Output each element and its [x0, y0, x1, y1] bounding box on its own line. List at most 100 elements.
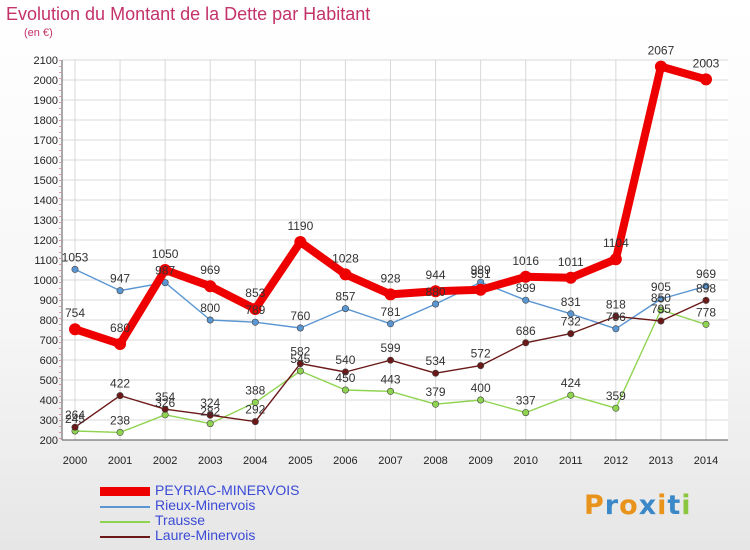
data-point: [339, 268, 352, 281]
data-label: 969: [200, 263, 220, 277]
logo-letter: o: [619, 490, 639, 521]
chart-title: Evolution du Montant de la Dette par Hab…: [6, 4, 371, 24]
legend-item: Rieux-Minervois: [100, 497, 360, 515]
data-point: [702, 282, 710, 290]
data-point: [296, 360, 304, 368]
data-label: 2003: [693, 56, 720, 70]
data-point: [206, 420, 214, 428]
data-label: 337: [516, 394, 536, 408]
x-tick-label: 2011: [559, 455, 583, 467]
data-label: 732: [561, 315, 581, 329]
y-axis-unit-label: (en €): [24, 27, 53, 39]
data-point: [159, 264, 172, 276]
data-label: 818: [606, 297, 626, 311]
data-label: 899: [516, 281, 536, 295]
data-point: [204, 280, 217, 293]
data-point: [71, 265, 79, 273]
data-point: [296, 367, 304, 375]
data-point: [567, 330, 575, 338]
x-tick-label: 2010: [513, 455, 537, 467]
data-point: [294, 236, 307, 248]
data-label: 324: [200, 396, 220, 410]
data-point: [249, 303, 262, 315]
data-label: 354: [155, 390, 175, 404]
data-point: [609, 253, 622, 266]
data-point: [564, 271, 577, 284]
x-tick-label: 2007: [378, 455, 402, 467]
logo-letter: t: [667, 490, 682, 521]
data-label: 989: [471, 263, 491, 277]
data-point: [161, 405, 169, 413]
data-point: [206, 411, 214, 419]
data-label: 545: [290, 352, 310, 366]
data-point: [702, 320, 710, 328]
logo-letter: P: [584, 490, 605, 521]
data-point: [116, 428, 124, 436]
data-point: [384, 288, 397, 301]
data-point: [251, 398, 259, 406]
data-point: [700, 73, 712, 86]
data-label: 800: [200, 301, 220, 315]
data-label: 686: [516, 324, 536, 338]
data-label: 424: [561, 376, 581, 390]
data-point: [657, 317, 665, 325]
data-label: 1011: [558, 255, 584, 269]
data-label: 1104: [603, 236, 629, 250]
x-tick-label: 2012: [604, 455, 628, 467]
data-label: 264: [65, 408, 85, 422]
x-tick-label: 2001: [108, 455, 132, 467]
legend-item: Laure-Minervois: [100, 527, 360, 545]
data-point: [341, 368, 349, 376]
data-point: [612, 312, 620, 320]
data-label: 969: [696, 267, 716, 281]
data-label: 905: [651, 280, 671, 294]
y-tick-label: 2100: [34, 55, 58, 67]
y-tick-label: 1800: [34, 115, 58, 127]
data-label: 898: [696, 281, 716, 295]
data-label: 379: [426, 385, 446, 399]
data-label: 326: [155, 396, 175, 410]
legend-swatch: [100, 536, 150, 538]
data-label: 831: [561, 295, 581, 309]
data-point: [386, 320, 394, 328]
data-point: [567, 391, 575, 399]
data-point: [474, 283, 487, 296]
x-tick-label: 2003: [198, 455, 222, 467]
y-tick-label: 1100: [34, 255, 58, 267]
data-point: [522, 409, 530, 417]
data-point: [386, 387, 394, 395]
data-label: 789: [245, 303, 265, 317]
data-point: [341, 305, 349, 313]
data-label: 582: [290, 345, 310, 359]
data-point: [519, 270, 532, 283]
data-label: 282: [200, 405, 220, 419]
y-tick-label: 1700: [34, 135, 58, 147]
data-point: [116, 287, 124, 295]
data-label: 599: [380, 341, 400, 355]
data-point: [654, 60, 667, 73]
data-label: 1028: [332, 251, 359, 265]
data-point: [386, 356, 394, 364]
data-label: 951: [471, 267, 491, 281]
data-point: [522, 339, 530, 347]
data-point: [567, 310, 575, 318]
data-point: [432, 400, 440, 408]
x-tick-label: 2006: [333, 455, 357, 467]
y-tick-label: 2000: [34, 75, 58, 87]
y-tick-label: 1400: [34, 195, 58, 207]
x-tick-label: 2004: [243, 455, 267, 467]
data-label: 754: [65, 306, 85, 320]
data-label: 1053: [62, 250, 89, 264]
y-tick-label: 1900: [34, 95, 58, 107]
y-tick-label: 1000: [34, 275, 58, 287]
data-point: [251, 418, 259, 426]
logo-letter: i: [681, 490, 692, 521]
y-tick-label: 300: [40, 415, 58, 427]
legend-label: Laure-Minervois: [155, 527, 256, 543]
data-label: 853: [245, 286, 265, 300]
data-label: 987: [155, 264, 175, 278]
data-point: [477, 362, 485, 370]
data-point: [612, 325, 620, 333]
data-label: 857: [335, 290, 355, 304]
